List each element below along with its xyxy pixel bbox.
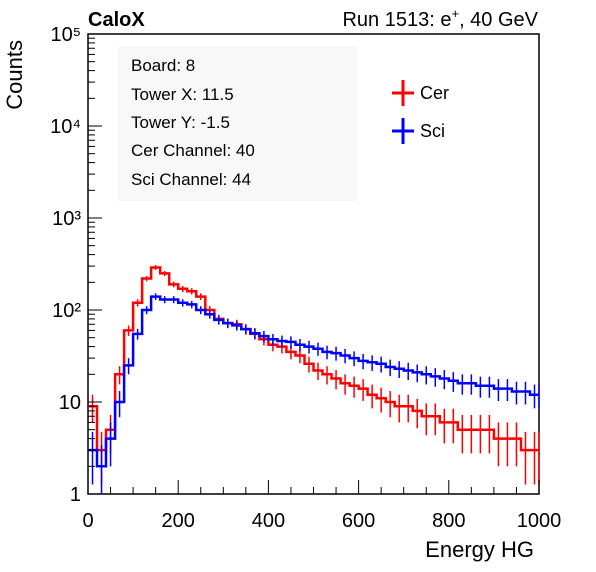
- info-cer-channel: Cer Channel: 40: [131, 141, 255, 160]
- run-label: Run 1513: e+, 40 GeV: [342, 6, 538, 31]
- x-tick-label: 1000: [517, 510, 562, 532]
- legend-label-sci: Sci: [420, 121, 445, 141]
- info-board: Board: 8: [131, 56, 195, 75]
- x-axis-title: Energy HG: [425, 537, 534, 562]
- y-tick-label: 1: [70, 484, 81, 506]
- info-sci-channel: Sci Channel: 44: [131, 170, 251, 189]
- y-tick-label: 10⁵: [50, 24, 81, 46]
- legend-entry-sci: Sci: [392, 118, 445, 144]
- axis-ticks: 0 200 400 600 800 1000 1 10 10² 10³ 10⁴ 10⁵: [50, 24, 561, 532]
- series-line-cer: [88, 266, 539, 452]
- info-box: Board: 8 Tower X: 11.5 Tower Y: -1.5 Cer…: [118, 46, 358, 201]
- run-label-prefix: Run 1513: e: [342, 9, 451, 31]
- series-layer: [88, 265, 540, 494]
- info-box-background: [118, 46, 358, 201]
- y-tick-label: 10: [59, 392, 81, 414]
- x-tick-label: 600: [342, 510, 375, 532]
- info-tower-x: Tower X: 11.5: [131, 85, 234, 104]
- x-tick-label: 800: [432, 510, 465, 532]
- y-axis-title: Counts: [2, 40, 27, 110]
- legend-entry-cer: Cer: [392, 80, 449, 106]
- legend: Cer Sci: [392, 80, 449, 144]
- legend-label-cer: Cer: [420, 83, 449, 103]
- x-tick-label: 200: [162, 510, 195, 532]
- run-label-superscript: +: [451, 6, 459, 21]
- run-label-suffix: , 40 GeV: [459, 9, 539, 31]
- y-tick-label: 10³: [52, 208, 81, 230]
- series-line-sci: [88, 295, 539, 468]
- x-tick-label: 0: [82, 510, 93, 532]
- info-tower-y: Tower Y: -1.5: [131, 113, 230, 132]
- y-tick-label: 10⁴: [50, 116, 81, 138]
- experiment-label: CaloX: [88, 9, 145, 31]
- x-tick-label: 400: [252, 510, 285, 532]
- y-tick-label: 10²: [52, 300, 81, 322]
